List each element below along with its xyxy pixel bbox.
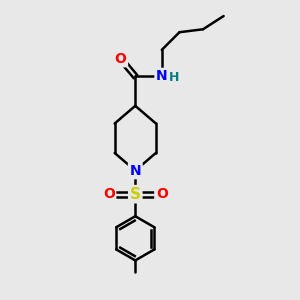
Text: S: S <box>130 187 141 202</box>
Text: O: O <box>103 187 115 201</box>
Text: H: H <box>169 71 179 84</box>
Text: O: O <box>115 52 127 66</box>
Text: O: O <box>156 187 168 201</box>
Text: N: N <box>156 69 168 83</box>
Text: N: N <box>130 164 141 178</box>
